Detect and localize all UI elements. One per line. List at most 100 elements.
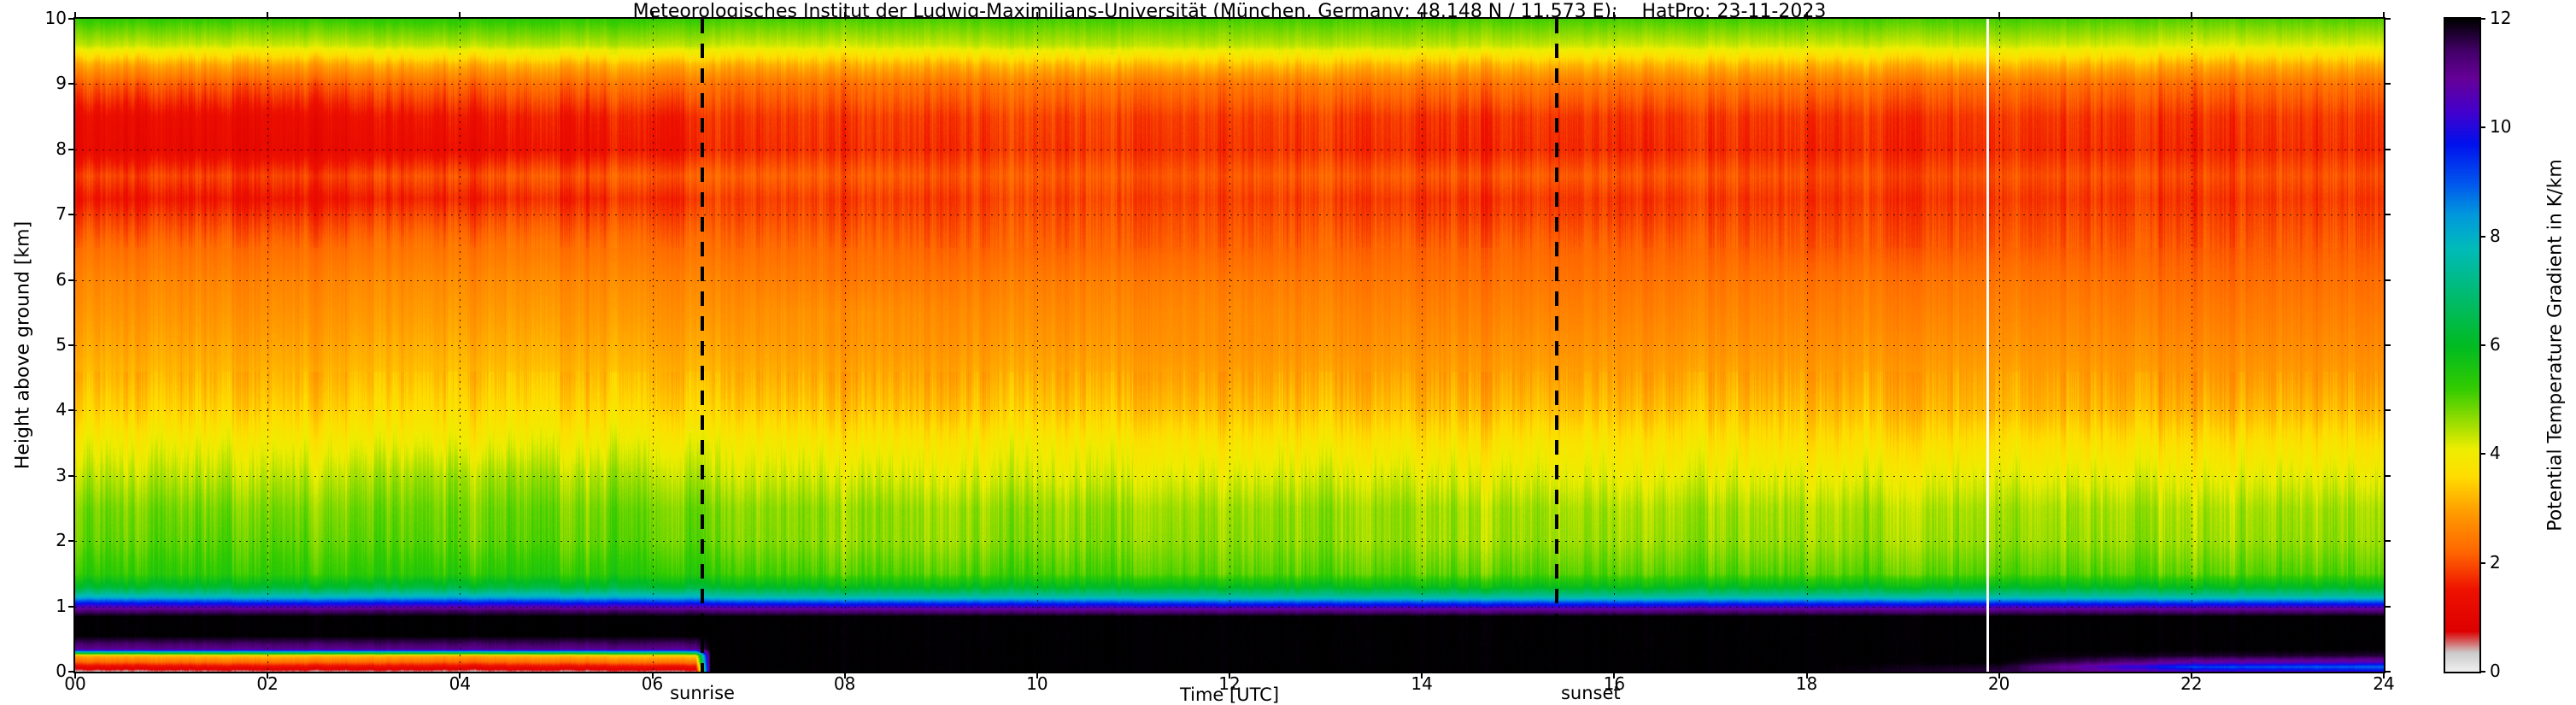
tick-mark: [2479, 453, 2485, 455]
tick-mark: [459, 672, 461, 679]
tick-mark: [843, 672, 846, 679]
y-tick-label: 2: [56, 530, 67, 551]
tick-mark: [2384, 214, 2391, 216]
tick-mark: [68, 344, 75, 346]
horizontal-gridline: [75, 606, 2384, 608]
sunset-label: sunset: [1560, 683, 1621, 703]
y-tick-label: 9: [56, 73, 67, 94]
tick-mark: [2479, 126, 2485, 129]
tick-mark: [68, 474, 75, 477]
horizontal-gridline: [75, 410, 2384, 412]
tick-mark: [2384, 148, 2391, 150]
tick-mark: [2384, 83, 2391, 85]
x-tick-label: 24: [2373, 673, 2395, 694]
colorbar-label: Potential Temperature Gradient in K/km: [2544, 159, 2567, 532]
tick-mark: [2384, 279, 2391, 281]
tick-mark: [1613, 12, 1616, 19]
x-tick-label: 02: [256, 673, 279, 694]
tick-mark: [1421, 672, 1423, 679]
tick-mark: [651, 672, 654, 679]
tick-mark: [1036, 672, 1038, 679]
horizontal-gridline: [75, 84, 2384, 85]
tick-mark: [68, 214, 75, 216]
y-tick-label: 1: [56, 595, 67, 616]
x-tick-label: 14: [1411, 673, 1433, 694]
tick-mark: [2384, 344, 2391, 346]
x-tick-label: 12: [1218, 673, 1241, 694]
tick-mark: [68, 671, 75, 673]
tick-mark: [2384, 474, 2391, 477]
tick-mark: [2479, 344, 2485, 346]
y-tick-label: 6: [56, 268, 67, 290]
y-tick-label: 7: [56, 203, 67, 225]
tick-mark: [68, 605, 75, 608]
colorbar-tick-label: 4: [2490, 443, 2501, 464]
colorbar-tick-label: 0: [2490, 661, 2501, 681]
tick-mark: [68, 83, 75, 85]
tick-mark: [651, 12, 654, 19]
tick-mark: [2383, 12, 2385, 19]
tick-mark: [1805, 12, 1808, 19]
tick-mark: [1036, 12, 1038, 19]
tick-mark: [2383, 672, 2385, 679]
y-tick-label: 5: [56, 334, 67, 355]
tick-mark: [2190, 672, 2192, 679]
x-tick-label: 06: [641, 673, 664, 694]
tick-mark: [267, 672, 269, 679]
tick-mark: [1229, 672, 1230, 679]
tick-mark: [2479, 235, 2485, 238]
colorbar: [2444, 17, 2481, 673]
tick-mark: [2190, 12, 2192, 19]
tick-mark: [2479, 561, 2485, 564]
y-tick-label: 10: [44, 8, 67, 28]
colorbar-tick-label: 6: [2490, 334, 2501, 355]
tick-mark: [68, 148, 75, 150]
sunset-line: [1554, 19, 1558, 672]
colorbar-tick-label: 10: [2490, 116, 2512, 138]
horizontal-gridline: [75, 541, 2384, 543]
tick-mark: [2384, 671, 2391, 673]
tick-mark: [1421, 12, 1423, 19]
y-tick-label: 0: [56, 661, 67, 681]
colorbar-tick-label: 12: [2490, 8, 2512, 28]
heatmap-plot: [73, 17, 2385, 673]
colorbar-canvas: [2445, 19, 2479, 672]
tick-mark: [2479, 671, 2485, 673]
tick-mark: [68, 279, 75, 281]
x-tick-label: 10: [1026, 673, 1048, 694]
tick-mark: [267, 12, 269, 19]
tick-mark: [74, 672, 76, 679]
tick-mark: [68, 409, 75, 412]
tick-mark: [843, 12, 846, 19]
x-tick-label: 18: [1795, 673, 1818, 694]
x-tick-label: 20: [1987, 673, 2010, 694]
tick-mark: [2384, 540, 2391, 543]
tick-mark: [2479, 18, 2485, 20]
tick-mark: [1998, 12, 2000, 19]
tick-mark: [1229, 12, 1230, 19]
tick-mark: [459, 12, 461, 19]
horizontal-gridline: [75, 214, 2384, 216]
tick-mark: [2384, 18, 2391, 20]
x-axis-label: Time [UTC]: [1179, 684, 1280, 705]
tick-mark: [1998, 672, 2000, 679]
tick-mark: [2384, 409, 2391, 412]
x-tick-label: 04: [449, 673, 472, 694]
colorbar-tick-label: 2: [2490, 551, 2501, 573]
tick-mark: [1613, 672, 1616, 679]
colorbar-tick-label: 8: [2490, 225, 2501, 246]
x-tick-label: 08: [833, 673, 856, 694]
sunrise-line: [701, 19, 705, 672]
horizontal-gridline: [75, 345, 2384, 346]
y-tick-label: 3: [56, 464, 67, 485]
tick-mark: [68, 18, 75, 20]
tick-mark: [1805, 672, 1808, 679]
y-tick-label: 8: [56, 138, 67, 159]
x-tick-label: 16: [1603, 673, 1626, 694]
tick-mark: [68, 540, 75, 543]
x-tick-label: 22: [2180, 673, 2203, 694]
sunrise-label: sunrise: [670, 683, 735, 703]
y-tick-label: 4: [56, 399, 67, 420]
tick-mark: [74, 12, 76, 19]
